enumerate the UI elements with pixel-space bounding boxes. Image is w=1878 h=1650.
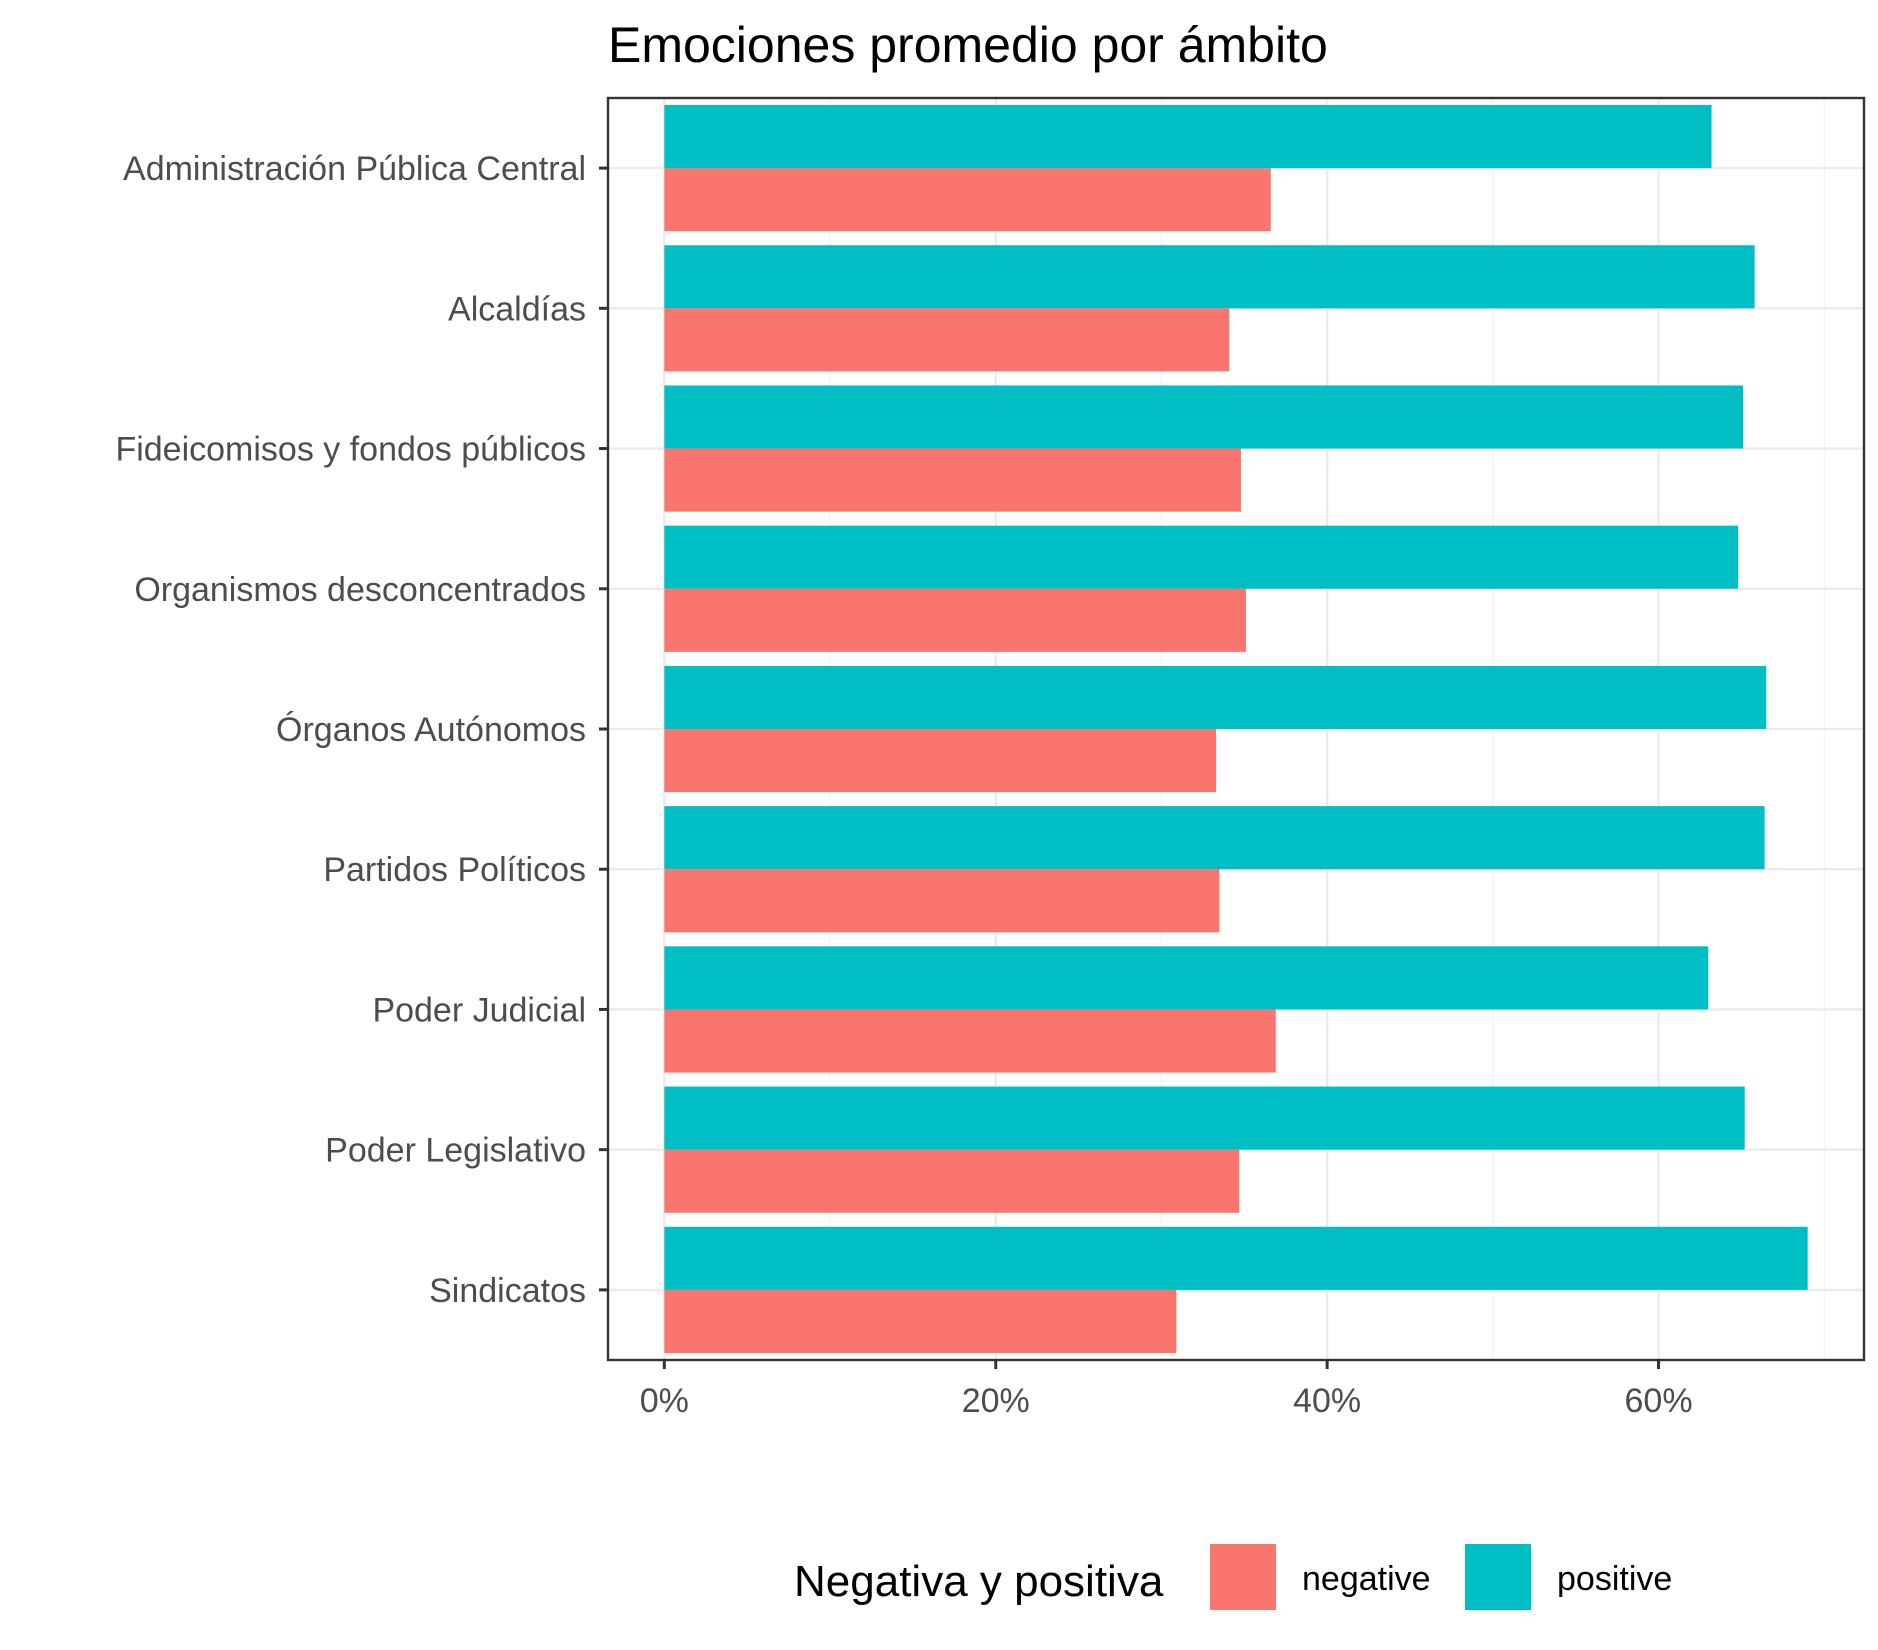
bar-negative <box>664 448 1241 512</box>
bar-positive <box>664 385 1744 449</box>
bar-positive <box>664 806 1765 870</box>
bar-positive <box>664 525 1739 589</box>
x-axis: 0% 20% 40% 60% <box>640 1360 1693 1420</box>
bar-negative <box>664 869 1220 933</box>
bar-positive <box>664 245 1755 309</box>
bar-positive <box>664 946 1709 1010</box>
legend-label-negative: negative <box>1302 1560 1431 1598</box>
legend-label-positive: positive <box>1557 1560 1672 1598</box>
legend-swatch-positive <box>1465 1544 1531 1610</box>
bars <box>664 105 1808 1353</box>
y-tick-label: Organismos desconcentrados <box>134 571 586 609</box>
bar-negative <box>664 1289 1177 1353</box>
bar-negative <box>664 729 1217 793</box>
bar-negative <box>664 308 1230 372</box>
bar-positive <box>664 1226 1808 1290</box>
y-tick-label: Poder Legislativo <box>325 1132 586 1170</box>
x-tick-label: 60% <box>1625 1382 1693 1420</box>
legend-title: Negativa y positiva <box>794 1557 1164 1606</box>
bar-positive <box>664 1086 1745 1150</box>
bar-negative <box>664 168 1271 232</box>
y-tick-label: Poder Judicial <box>372 991 586 1029</box>
legend: Negativa y positiva negative positive <box>794 1544 1672 1610</box>
chart-title: Emociones promedio por ámbito <box>608 17 1328 73</box>
x-tick-label: 40% <box>1293 1382 1361 1420</box>
bar-negative <box>664 1149 1240 1213</box>
bar-negative <box>664 588 1246 652</box>
y-tick-label: Administración Pública Central <box>123 150 586 188</box>
y-tick-label: Órganos Autónomos <box>276 711 586 749</box>
y-tick-label: Fideicomisos y fondos públicos <box>115 431 586 469</box>
y-tick-label: Partidos Políticos <box>323 851 586 889</box>
x-tick-label: 0% <box>640 1382 689 1420</box>
y-axis: Sindicatos Poder Legislativo Poder Judicia… <box>115 150 608 1310</box>
bar-positive <box>664 105 1712 169</box>
bar-negative <box>664 1009 1276 1073</box>
y-tick-label: Sindicatos <box>429 1272 586 1310</box>
x-tick-label: 20% <box>962 1382 1030 1420</box>
bar-positive <box>664 665 1767 729</box>
legend-swatch-negative <box>1210 1544 1276 1610</box>
y-tick-label: Alcaldías <box>448 290 586 328</box>
